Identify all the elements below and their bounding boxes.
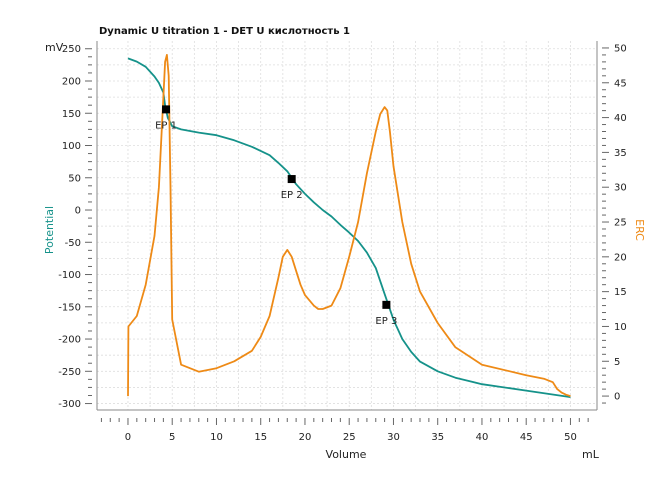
y-right-tick-label: 30: [614, 183, 627, 194]
axes: [96, 41, 598, 411]
y-right-tick-label: 0: [614, 392, 620, 403]
x-tick-label: 10: [210, 432, 223, 443]
series-line-erc: [127, 54, 571, 397]
grid: [97, 41, 597, 410]
y-left-tick-label: -300: [58, 399, 81, 410]
y-left-tick-label: 100: [62, 141, 81, 152]
x-axis-title: Volume: [326, 448, 367, 461]
x-tick-label: 15: [254, 432, 267, 443]
x-tick-label: 35: [431, 432, 444, 443]
y-left-tick-label: -150: [58, 302, 81, 313]
endpoint-label: EP 2: [281, 190, 303, 201]
x-tick-label: 45: [520, 432, 533, 443]
y-right-tick-label: 10: [614, 322, 627, 333]
y-right-tick-label: 20: [614, 252, 627, 263]
y-right-tick-label: 50: [614, 43, 627, 54]
x-tick-label: 50: [564, 432, 577, 443]
y-right-tick-label: 40: [614, 113, 627, 124]
endpoint-marker: [162, 105, 171, 114]
y-right-tick-label: 15: [614, 287, 627, 298]
endpoint-markers: EP 1 EP 2 EP 3: [155, 105, 397, 327]
chart-title: Dynamic U titration 1 - DET U кислотност…: [99, 26, 350, 37]
y-left-tick-label: 0: [75, 206, 81, 217]
endpoint-marker: [382, 300, 391, 309]
x-tick-label: 30: [387, 432, 400, 443]
x-tick-label: 40: [476, 432, 489, 443]
y-right-tick-label: 35: [614, 148, 627, 159]
y-right-tick-label: 5: [614, 357, 620, 368]
left-axis-unit: mV: [45, 41, 64, 54]
left-axis-title: Potential: [43, 206, 56, 254]
y-left-tick-label: -250: [58, 367, 81, 378]
y-left-tick-label: -200: [58, 335, 81, 346]
x-tick-label: 5: [169, 432, 175, 443]
endpoint-label: EP 3: [375, 316, 397, 327]
y-left-tick-label: 250: [62, 44, 81, 55]
y-left-tick-label: 200: [62, 76, 81, 87]
x-tick-label: 0: [125, 432, 131, 443]
right-axis-title: ERC: [633, 219, 646, 241]
endpoint-label: EP 1: [155, 120, 177, 131]
x-axis-unit: mL: [582, 448, 600, 461]
x-tick-label: 20: [299, 432, 312, 443]
ticks: 0 5 10 15 20 25 30 35 40 45 50250200150100500-50-1…: [58, 43, 626, 443]
y-right-tick-label: 25: [614, 218, 627, 229]
y-left-tick-label: -50: [65, 238, 81, 249]
endpoint-marker: [287, 175, 296, 184]
y-left-tick-label: -100: [58, 270, 81, 281]
y-left-tick-label: 50: [68, 173, 81, 184]
y-right-tick-label: 45: [614, 78, 627, 89]
x-tick-label: 25: [343, 432, 356, 443]
y-left-tick-label: 150: [62, 109, 81, 120]
